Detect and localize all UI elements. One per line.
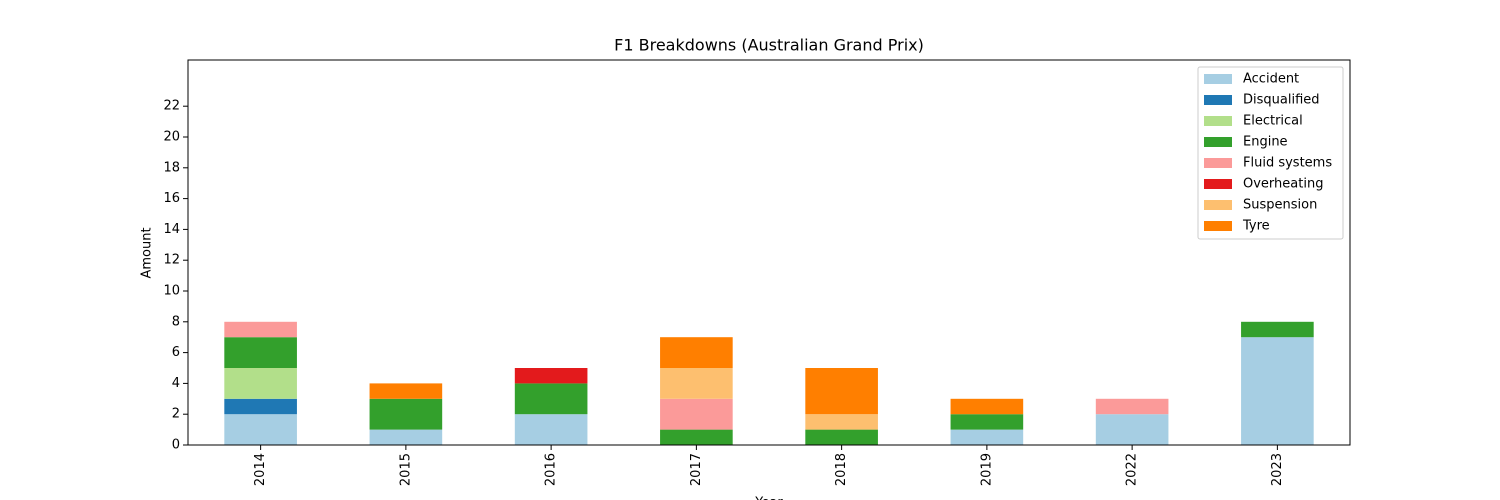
bar-segment xyxy=(660,398,733,430)
legend-label: Electrical xyxy=(1243,114,1303,129)
bar-segment xyxy=(369,429,443,445)
y-tick-label: 12 xyxy=(163,253,180,268)
legend-box xyxy=(1197,66,1344,240)
bar-segment xyxy=(660,337,733,368)
x-tick-label: 2023 xyxy=(1270,453,1285,486)
y-tick-label: 8 xyxy=(172,314,180,329)
y-tick-label: 14 xyxy=(163,222,180,237)
legend-swatch xyxy=(1204,221,1232,231)
bar-segment xyxy=(950,398,1024,415)
y-tick-label: 6 xyxy=(172,345,180,360)
y-tick-label: 22 xyxy=(163,99,180,114)
bar-segment xyxy=(660,368,733,399)
x-tick-label: 2017 xyxy=(689,453,704,486)
bar-segment xyxy=(224,321,297,338)
bar-segment xyxy=(805,414,878,430)
bar-segment xyxy=(224,414,297,445)
y-tick-label: 0 xyxy=(172,438,180,453)
bar-segment xyxy=(514,368,588,384)
legend-label: Tyre xyxy=(1242,219,1270,234)
legend-label: Overheating xyxy=(1243,177,1323,192)
legend-label: Suspension xyxy=(1243,198,1317,213)
legend-swatch xyxy=(1204,137,1232,147)
bar-segment xyxy=(1095,414,1169,445)
chart-title: F1 Breakdowns (Australian Grand Prix) xyxy=(614,36,924,55)
bar-segment xyxy=(369,398,443,430)
y-tick-label: 18 xyxy=(163,160,180,175)
x-tick-label: 2022 xyxy=(1125,453,1140,486)
y-tick-label: 10 xyxy=(163,284,180,299)
bar-segment xyxy=(224,337,297,368)
bar-segment xyxy=(224,368,297,399)
legend-label: Accident xyxy=(1243,72,1299,87)
bar-segment xyxy=(514,414,588,445)
bar-segment xyxy=(369,383,443,399)
legend-swatch xyxy=(1204,116,1232,126)
x-tick-label: 2018 xyxy=(834,453,849,486)
legend-label: Fluid systems xyxy=(1243,156,1332,171)
bar-segment xyxy=(1095,398,1169,415)
legend-label: Disqualified xyxy=(1243,93,1320,108)
x-tick-label: 2019 xyxy=(979,453,994,486)
bar-segment xyxy=(950,429,1024,445)
bar-segment xyxy=(1241,337,1314,445)
y-tick-label: 20 xyxy=(163,130,180,145)
legend-swatch xyxy=(1204,158,1232,168)
bar-segment xyxy=(514,383,588,415)
y-tick-label: 16 xyxy=(163,191,180,206)
bar-segment xyxy=(805,368,878,415)
plot-frame xyxy=(187,59,1351,446)
bar-segment xyxy=(1241,321,1314,338)
legend-swatch xyxy=(1204,95,1232,105)
legend-swatch xyxy=(1204,200,1232,210)
x-tick-label: 2014 xyxy=(253,453,268,486)
x-tick-label: 2015 xyxy=(398,453,413,486)
bar-segment xyxy=(950,414,1024,430)
y-tick-label: 2 xyxy=(172,407,180,422)
bar-segment xyxy=(805,429,878,445)
legend-swatch xyxy=(1204,179,1232,189)
bar-segment xyxy=(660,429,733,445)
bar-segment xyxy=(224,398,297,415)
y-tick-label: 4 xyxy=(172,376,180,391)
legend-label: Engine xyxy=(1243,135,1288,150)
y-axis-label: Amount xyxy=(140,227,155,278)
legend-swatch xyxy=(1204,74,1232,84)
x-tick-label: 2016 xyxy=(544,453,559,486)
x-axis-label: Year xyxy=(754,496,783,500)
